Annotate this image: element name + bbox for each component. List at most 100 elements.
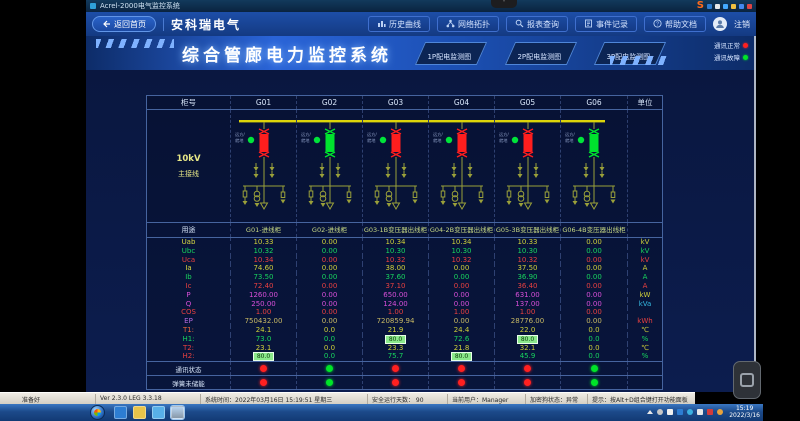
oneline-diagram-g05[interactable]: 远方/就地	[495, 110, 561, 222]
oneline-diagram-g01[interactable]: 远方/就地	[231, 110, 297, 222]
status-row-label: 弹簧未储能	[147, 376, 231, 390]
table-data-row: Uca 10.34 0.00 10.32 10.32 10.32 0.00 kV	[147, 255, 662, 265]
value-cell: 1.00	[495, 308, 561, 318]
value-cell: 124.00	[363, 299, 429, 309]
value-cell: 0.0	[297, 352, 363, 362]
search-icon	[515, 19, 524, 30]
nav-button-label: 帮助文档	[665, 19, 697, 29]
unit-cell: A	[642, 273, 648, 282]
taskbar-app-icon[interactable]	[152, 406, 165, 419]
nav-button-help[interactable]: ? 帮助文档	[644, 16, 706, 32]
svg-text:就地: 就地	[367, 137, 376, 144]
status-dot-cell	[561, 376, 628, 390]
remote-toolbar-icon[interactable]	[747, 3, 752, 9]
nav-button-topology[interactable]: 网络拓扑	[437, 16, 499, 32]
remote-toolbar-icon[interactable]	[707, 3, 712, 9]
unit-cell	[628, 308, 662, 317]
remote-toolbar-collapse-tab[interactable]: ˅	[491, 0, 517, 8]
value-cell: 36.90	[495, 273, 561, 282]
value-cell: 10.34	[429, 238, 495, 247]
svg-text:就地: 就地	[565, 137, 574, 144]
value-cell: 0.0	[561, 325, 628, 335]
table-data-row: T2: 23.1 0.0 23.3 21.8 32.1 0.0 ℃	[147, 343, 662, 353]
statusbar-separator	[587, 394, 588, 404]
nav-button-doc[interactable]: 事件记录	[575, 16, 637, 32]
value-cell: 0.00	[429, 317, 495, 326]
value-cell: 80.0	[495, 334, 561, 344]
unit-cell: kV	[640, 238, 650, 246]
taskbar-clock[interactable]: 15:19 2022/3/16	[729, 405, 760, 419]
nav-button-search[interactable]: 报表查询	[506, 16, 568, 32]
unit-header-cell: 单位	[637, 98, 653, 107]
row-label: Ib	[147, 273, 231, 282]
status-unit-cell	[628, 362, 662, 375]
tray-icon[interactable]	[687, 409, 693, 415]
value-cell: 21.9	[363, 325, 429, 335]
taskbar-app-icon[interactable]	[133, 406, 146, 419]
oneline-diagram-g03[interactable]: 远方/就地	[363, 110, 429, 222]
purpose-cell-g02: G02-进线柜	[297, 223, 363, 237]
value-cell: 75.7	[363, 352, 429, 362]
value-cell: 631.00	[495, 290, 561, 300]
value-cell: 0.00	[429, 290, 495, 300]
statusbar-separator	[200, 394, 201, 404]
statusbar-separator	[367, 394, 368, 404]
value-cell: 0.00	[429, 281, 495, 291]
logout-button[interactable]: 注销	[734, 19, 750, 29]
oneline-diagram-g02[interactable]: 远方/就地	[297, 110, 363, 222]
table-data-row: EP 750432.00 0.00 720859.94 0.00 28776.00 0.00…	[147, 317, 662, 326]
column-header-g02: G02	[297, 96, 363, 109]
value-cell: 1.00	[231, 308, 297, 318]
value-cell: 750432.00	[231, 317, 297, 326]
column-header-g05: G05	[495, 96, 561, 109]
tray-expand-icon[interactable]	[647, 410, 653, 414]
start-button[interactable]	[90, 405, 105, 420]
remote-control-widget[interactable]	[733, 361, 761, 399]
screen-edge-scrollbar[interactable]	[754, 36, 756, 392]
remote-toolbar-icon[interactable]	[739, 3, 744, 9]
monitor-table: 柜号 G01 G02 G03 G04 G05 G06 单位 10kV 主接线 远方/就地 远方/就地远…	[146, 95, 663, 391]
unit-cell: kWh	[637, 317, 653, 326]
tab-monitor-2p[interactable]: 2P配电监测图	[504, 41, 577, 65]
oneline-diagram-g04[interactable]: 远方/就地	[429, 110, 495, 222]
tray-icon[interactable]	[667, 409, 673, 415]
tray-icon[interactable]	[677, 409, 683, 415]
value-cell: 0.0	[561, 334, 628, 344]
value-cell: 0.00	[297, 290, 363, 300]
user-avatar[interactable]	[713, 17, 727, 31]
row-label: Ia	[147, 264, 231, 274]
tray-icon[interactable]	[657, 409, 663, 415]
tray-icon[interactable]	[697, 409, 703, 415]
value-cell: 21.8	[429, 343, 495, 353]
row-label: Uab	[147, 238, 231, 247]
bus-voltage-label: 10kV	[176, 153, 201, 164]
value-cell: 10.32	[363, 255, 429, 265]
home-button[interactable]: 返回首页	[92, 16, 156, 32]
value-cell: 38.00	[363, 264, 429, 274]
taskbar-app-icon[interactable]	[114, 406, 127, 419]
alarm-value-badge: 80.0	[450, 352, 473, 362]
value-cell: 73.50	[231, 273, 297, 282]
tray-icon[interactable]	[707, 409, 713, 415]
bus-name-label: 主接线	[178, 169, 199, 178]
remote-app-logo[interactable]: S	[696, 0, 704, 11]
tray-icon[interactable]	[717, 409, 723, 415]
nav-button-chart[interactable]: 历史曲线	[368, 16, 430, 32]
remote-toolbar-icon[interactable]	[731, 3, 736, 9]
oneline-diagram-g06[interactable]: 远方/就地	[561, 110, 628, 222]
value-cell: 32.1	[495, 343, 561, 353]
unit-cell: kV	[640, 246, 650, 255]
statusbar-item: Ver 2.3.0 LEG 3.3.18	[100, 395, 162, 402]
value-cell: 1.00	[363, 308, 429, 318]
value-cell: 10.33	[231, 238, 297, 247]
status-unit-cell	[628, 376, 662, 389]
taskbar-app-icon[interactable]	[170, 405, 185, 420]
remote-toolbar-icon[interactable]	[723, 3, 728, 9]
status-row: 通讯状态	[147, 361, 662, 376]
status-dot-cell	[495, 376, 561, 390]
tab-monitor-1p[interactable]: 1P配电监测图	[414, 41, 487, 65]
legend-row: 通讯正常	[714, 40, 748, 50]
home-button-label: 返回首页	[114, 19, 146, 29]
remote-toolbar-icon[interactable]	[715, 3, 720, 9]
brand-title: 安科瑞电气	[171, 17, 242, 32]
